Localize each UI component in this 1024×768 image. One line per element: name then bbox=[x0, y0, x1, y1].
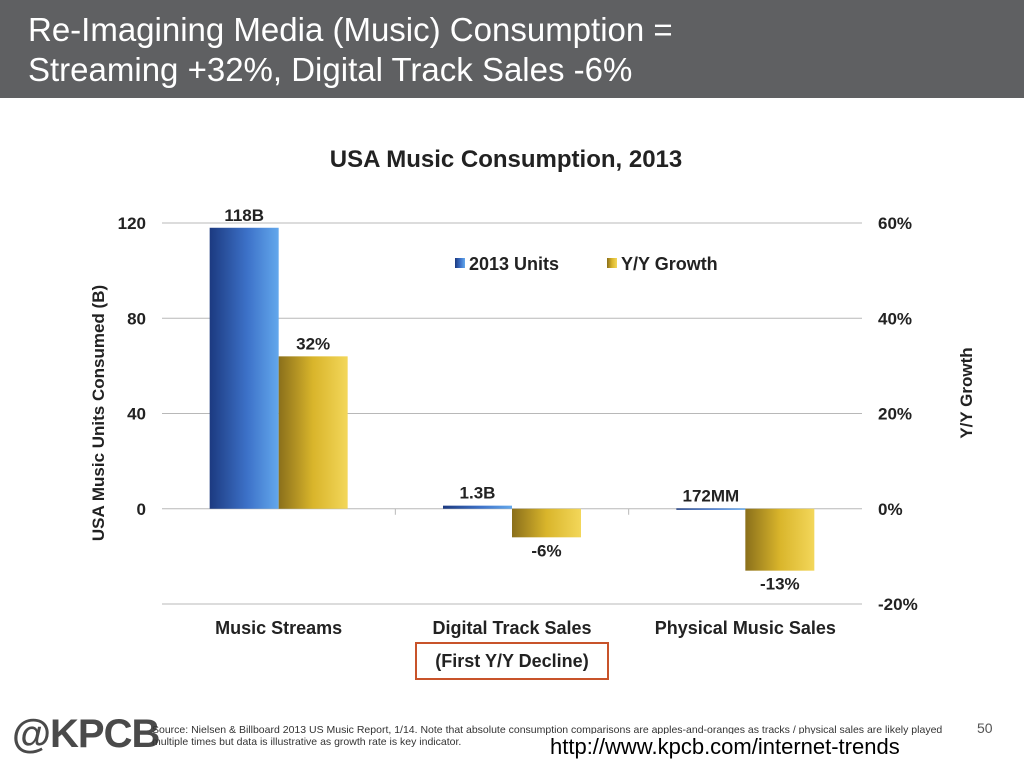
bar-units bbox=[676, 508, 746, 510]
y2-tick-label: -20% bbox=[878, 595, 918, 614]
category-note: (First Y/Y Decline) bbox=[435, 651, 588, 671]
y2-axis-label: Y/Y Growth bbox=[957, 347, 976, 438]
data-label: -13% bbox=[760, 575, 800, 594]
y-tick-label: 120 bbox=[118, 214, 146, 233]
slide-header: Re-Imagining Media (Music) Consumption =… bbox=[0, 0, 1024, 98]
bar-units bbox=[209, 227, 279, 509]
category-label: Physical Music Sales bbox=[655, 618, 836, 638]
y-tick-label: 40 bbox=[127, 405, 146, 424]
legend-swatch bbox=[455, 258, 465, 268]
bar-growth bbox=[278, 356, 348, 509]
y2-tick-label: 0% bbox=[878, 500, 903, 519]
bar-units bbox=[443, 505, 512, 509]
data-label: -6% bbox=[531, 541, 561, 560]
data-label: 32% bbox=[296, 334, 330, 353]
page-number: 50 bbox=[977, 720, 993, 736]
y-tick-label: 80 bbox=[127, 309, 146, 328]
y2-tick-label: 40% bbox=[878, 309, 912, 328]
data-label: 172MM bbox=[682, 486, 739, 505]
kpcb-logo: @KPCB bbox=[12, 712, 160, 756]
y2-tick-label: 20% bbox=[878, 405, 912, 424]
y-tick-label: 0 bbox=[137, 500, 146, 519]
source-note: Source: Nielsen & Billboard 2013 US Musi… bbox=[152, 724, 943, 748]
category-label: Digital Track Sales bbox=[432, 618, 591, 638]
bar-growth bbox=[745, 508, 815, 571]
chart-title: USA Music Consumption, 2013 bbox=[330, 146, 683, 173]
data-label: 1.3B bbox=[460, 484, 496, 503]
slide-title-line-2: Streaming +32%, Digital Track Sales -6% bbox=[28, 51, 633, 88]
legend-label: Y/Y Growth bbox=[621, 254, 718, 274]
category-label: Music Streams bbox=[215, 618, 342, 638]
legend-swatch bbox=[607, 258, 617, 268]
legend-label: 2013 Units bbox=[469, 254, 559, 274]
url-link[interactable]: http://www.kpcb.com/internet-trends bbox=[548, 734, 902, 760]
slide-title-line-1: Re-Imagining Media (Music) Consumption = bbox=[28, 11, 673, 48]
y-axis-label: USA Music Units Consumed (B) bbox=[89, 285, 108, 541]
y2-tick-label: 60% bbox=[878, 214, 912, 233]
bar-growth bbox=[512, 508, 581, 538]
data-label: 118B bbox=[224, 206, 264, 225]
callout-box bbox=[415, 642, 609, 680]
